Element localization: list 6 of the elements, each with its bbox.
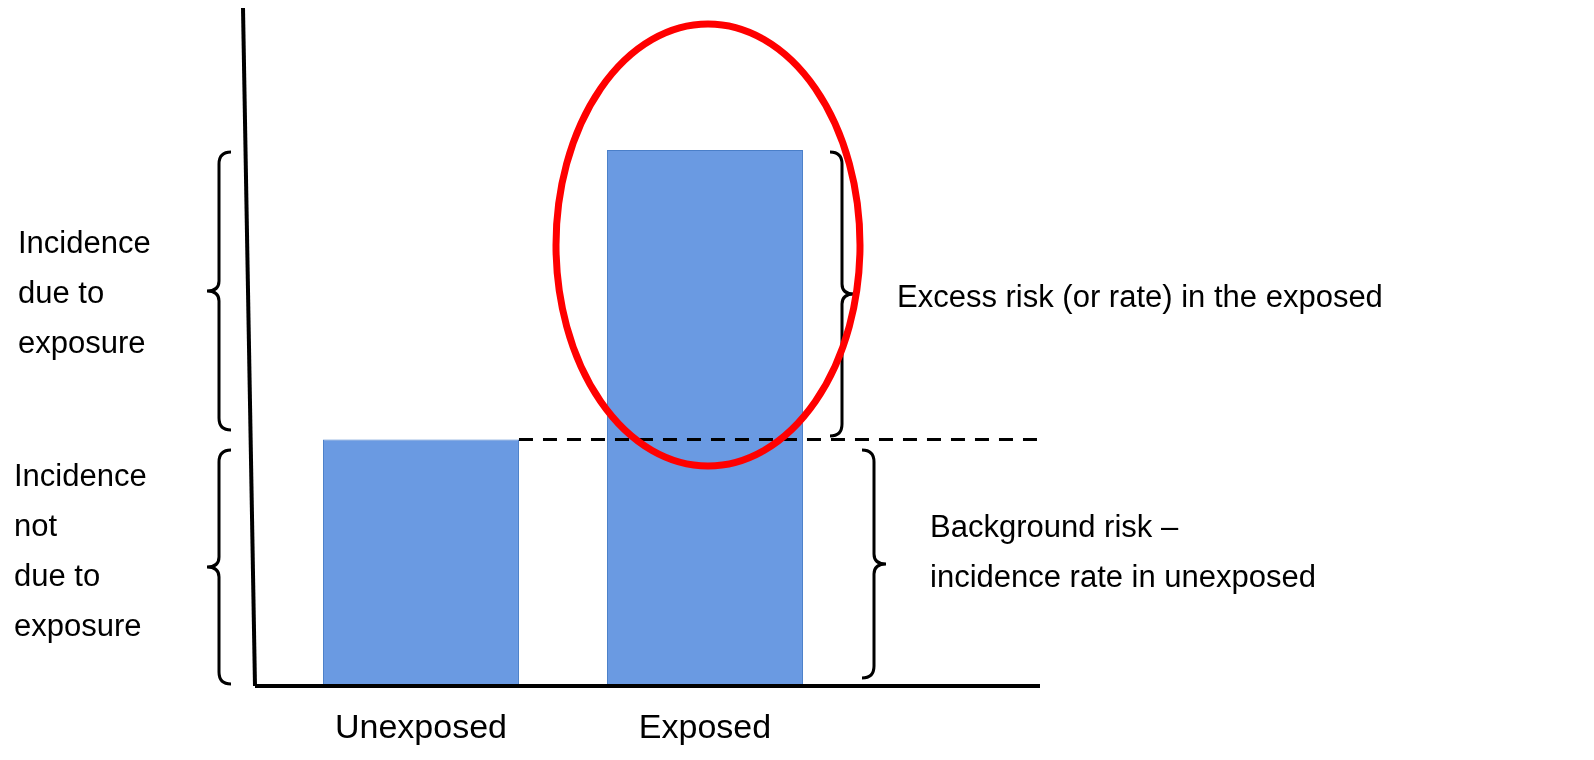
x-tick-label: Exposed — [638, 706, 772, 745]
annotation: Background risk – incidence rate in unexposed — [930, 508, 1317, 596]
annotation: Excess risk (or rate) in the exposed — [897, 278, 1383, 316]
text: Incidence due to exposure — [18, 224, 151, 362]
text: Incidence not due to exposure — [14, 457, 147, 645]
x-tick-label: Unexposed — [334, 706, 508, 745]
